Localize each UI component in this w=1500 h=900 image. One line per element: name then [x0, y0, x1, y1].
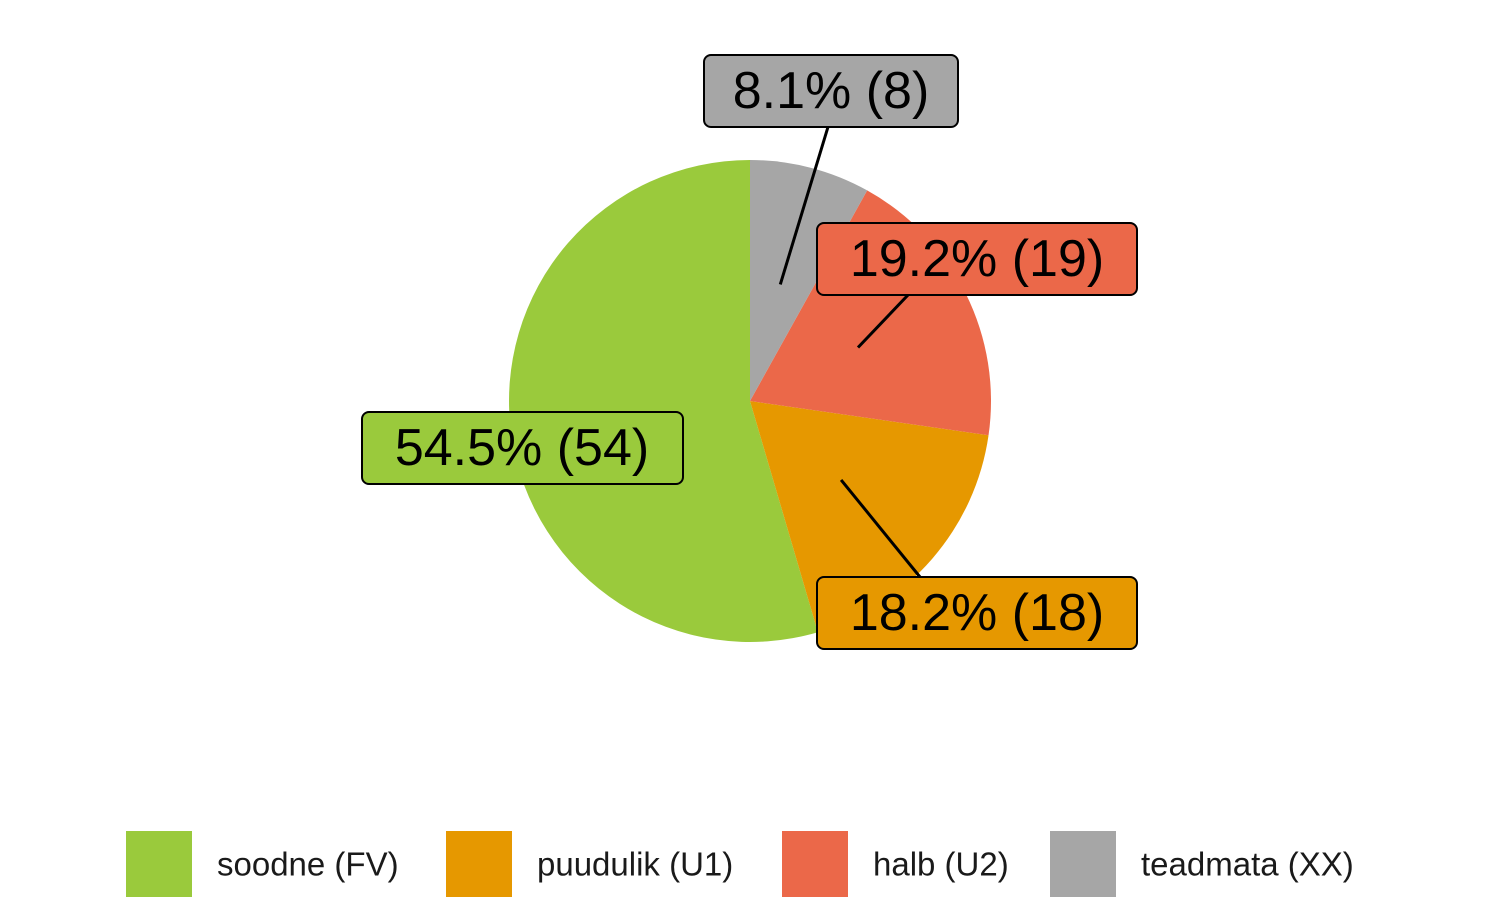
pie-slice-1 [509, 160, 818, 642]
slice-label-3: 19.2% (19) [850, 230, 1104, 288]
slice-label-box-1 [361, 411, 684, 485]
legend-swatch-2 [446, 831, 512, 897]
legend-swatch-1 [126, 831, 192, 897]
pie-slice-4 [750, 160, 868, 401]
slice-label-box-4 [703, 54, 959, 128]
slice-label-box-3 [816, 222, 1138, 296]
slice-labels: 54.5% (54) 18.2% (18) 19.2% (19) 8.1% (8) [361, 54, 1138, 650]
legend-label-3: halb (U2) [873, 846, 1009, 883]
legend-swatch-3 [782, 831, 848, 897]
legend-label-2: puudulik (U1) [537, 846, 733, 883]
legend-label-1: soodne (FV) [217, 846, 399, 883]
leader-line-2 [839, 478, 922, 578]
slice-label-2: 18.2% (18) [850, 584, 1104, 642]
label-leader-lines [778, 126, 922, 578]
slice-label-4: 8.1% (8) [733, 62, 930, 120]
legend: soodne (FV) puudulik (U1) halb (U2) teadmat… [126, 831, 1354, 897]
slice-label-1: 54.5% (54) [395, 419, 649, 477]
leader-line-3 [856, 293, 910, 349]
pie-slices [509, 160, 992, 642]
legend-swatch-4 [1050, 831, 1116, 897]
leader-line-4 [778, 126, 830, 285]
legend-label-4: teadmata (XX) [1141, 846, 1354, 883]
slice-label-box-2 [816, 576, 1138, 650]
